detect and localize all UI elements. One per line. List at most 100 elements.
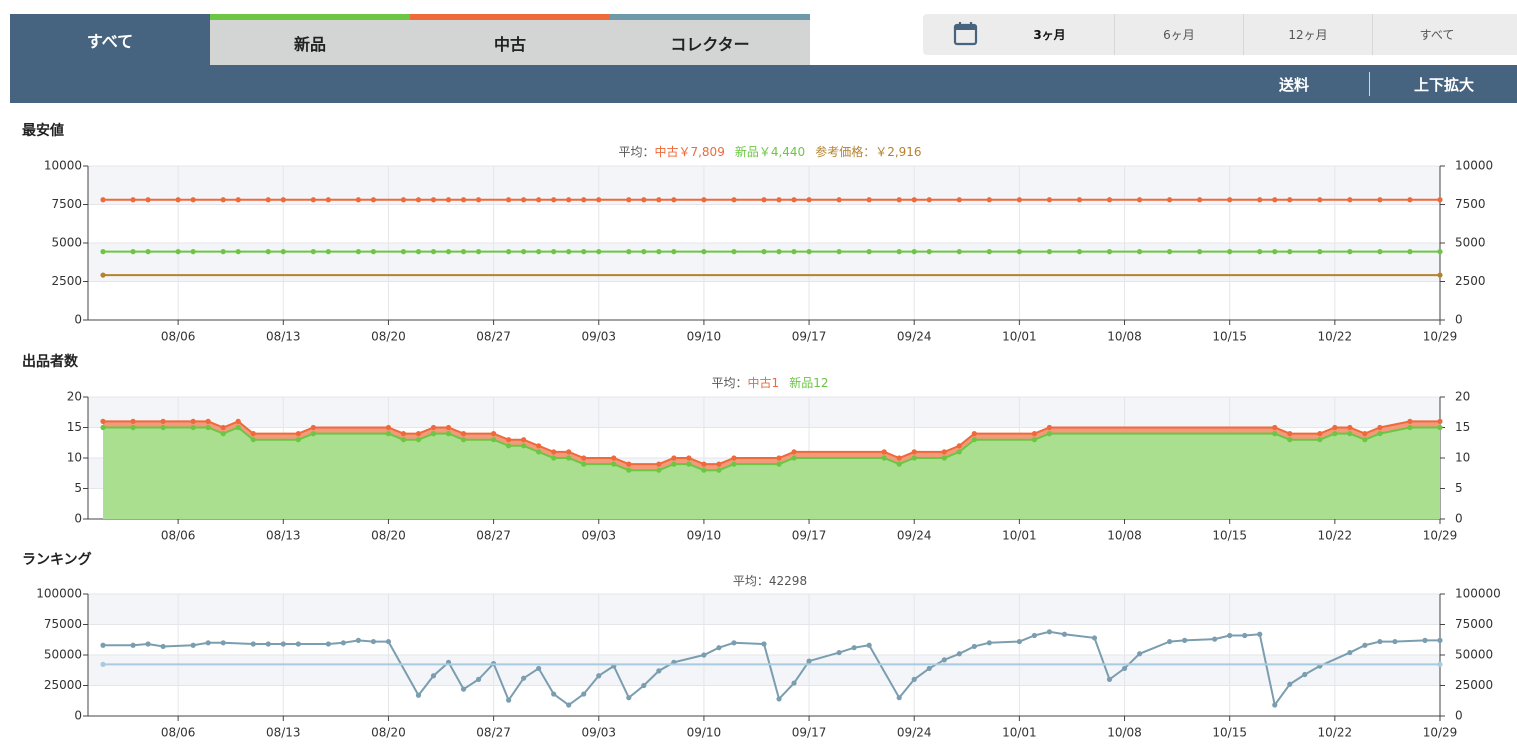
point [626, 461, 632, 467]
point [190, 642, 196, 648]
point [1287, 431, 1293, 437]
point [731, 249, 737, 255]
point [701, 249, 707, 255]
point [1167, 249, 1173, 255]
point [1046, 431, 1053, 437]
point [656, 461, 662, 467]
point [175, 197, 181, 203]
point [400, 431, 407, 437]
point [1212, 636, 1218, 642]
point [1227, 197, 1233, 203]
point [1437, 272, 1443, 278]
point [445, 249, 452, 255]
point [896, 695, 902, 701]
point [415, 692, 422, 698]
point [295, 431, 301, 437]
point [1437, 637, 1443, 643]
point [1377, 424, 1383, 431]
point [1347, 249, 1353, 255]
point [716, 467, 722, 473]
point [1287, 197, 1293, 203]
average-label: 平均：42298 [733, 574, 807, 588]
point [956, 651, 962, 657]
tab[interactable]: 中古 [410, 14, 610, 65]
point [626, 197, 632, 203]
point [1257, 249, 1263, 255]
series-average: 中古￥7,809 [654, 144, 724, 159]
y-tick-label: 20 [67, 390, 82, 404]
series-average: 新品12 [789, 375, 828, 390]
point [1242, 632, 1248, 639]
calendar-icon[interactable] [951, 19, 981, 49]
point [656, 197, 662, 203]
point [190, 249, 196, 255]
point [1317, 431, 1323, 437]
chart-subtitle: 平均：中古￥7,809 新品￥4,440 参考価格：￥2,916 [618, 144, 921, 159]
toolbar-button[interactable]: 上下拡大 [1413, 75, 1474, 94]
point [370, 638, 377, 645]
point [1437, 661, 1443, 667]
point [866, 249, 872, 255]
tab[interactable]: すべて [10, 14, 210, 65]
point [1287, 249, 1293, 255]
point [1136, 249, 1143, 255]
y-tick-label: 50000 [44, 648, 82, 662]
point [701, 197, 707, 203]
range-option[interactable]: 6ヶ月 [1114, 14, 1243, 55]
point [1272, 197, 1278, 203]
y2-tick-label: 25000 [1455, 678, 1493, 692]
point [1076, 249, 1083, 255]
x-tick-label: 09/24 [897, 726, 932, 740]
x-tick-label: 08/27 [476, 330, 511, 344]
point [310, 197, 316, 203]
point [506, 697, 512, 703]
range-option[interactable]: 12ヶ月 [1243, 14, 1372, 55]
point [791, 449, 797, 455]
point [581, 461, 587, 467]
point [521, 675, 527, 681]
point [926, 197, 932, 203]
tab[interactable]: コレクター [610, 14, 810, 65]
point [460, 686, 467, 692]
point [1362, 642, 1368, 648]
point [1272, 424, 1278, 431]
point [986, 640, 992, 646]
point [430, 673, 437, 679]
y2-tick-label: 5 [1455, 481, 1463, 495]
y2-tick-label: 5000 [1455, 236, 1486, 250]
y-tick-label: 10 [67, 451, 82, 465]
point [430, 197, 437, 203]
point [460, 431, 467, 437]
point [235, 249, 241, 255]
point [641, 249, 647, 255]
point [911, 676, 917, 683]
point [1347, 431, 1353, 437]
toolbar-button[interactable]: 送料 [1278, 75, 1309, 94]
point [160, 424, 166, 431]
point [100, 642, 106, 648]
y-tick-label: 0 [74, 512, 82, 526]
x-tick-label: 09/17 [792, 726, 827, 740]
point [1317, 437, 1323, 443]
point [1167, 197, 1173, 203]
point [581, 197, 587, 203]
x-tick-label: 10/15 [1212, 529, 1247, 543]
point [415, 249, 422, 255]
point [641, 197, 647, 203]
point [340, 640, 346, 646]
point [671, 249, 677, 255]
point [656, 249, 662, 255]
point [250, 641, 256, 647]
range-selector: 3ヶ月 6ヶ月 12ヶ月 すべて [923, 14, 1517, 55]
y-tick-label: 2500 [51, 274, 82, 288]
range-option[interactable]: 3ヶ月 [1033, 28, 1066, 42]
x-tick-label: 08/27 [476, 529, 511, 543]
point [1257, 631, 1263, 637]
point [536, 449, 542, 455]
range-option[interactable]: すべて [1372, 14, 1501, 55]
point [1061, 631, 1068, 637]
point [881, 449, 887, 455]
point [400, 249, 407, 255]
tab[interactable]: 新品 [210, 14, 410, 65]
